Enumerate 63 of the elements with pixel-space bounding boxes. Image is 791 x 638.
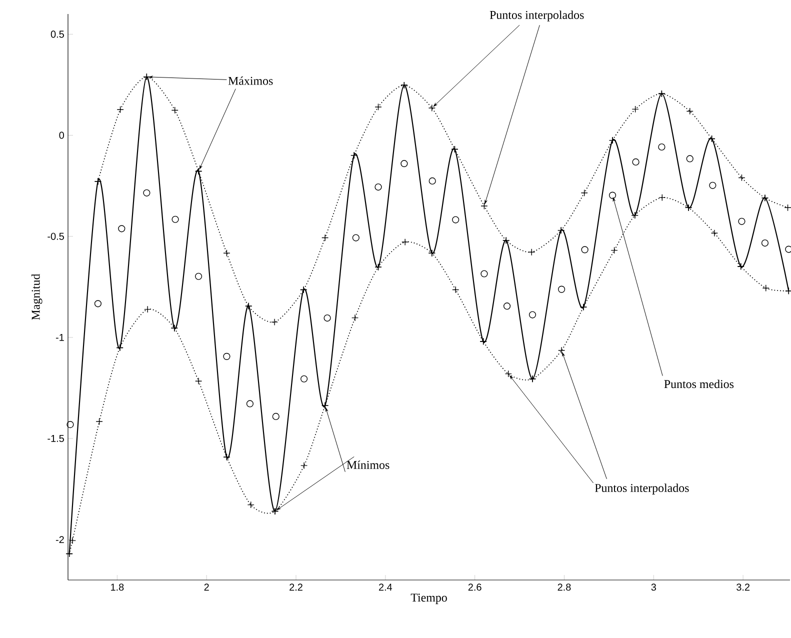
- point: [374, 183, 382, 191]
- point: [632, 158, 640, 166]
- point: [785, 246, 791, 253]
- point: [272, 412, 280, 420]
- y-tick-label: -1: [56, 334, 64, 341]
- point: [784, 204, 791, 212]
- point: [452, 286, 460, 294]
- x-axis-title: Tiempo: [410, 594, 447, 604]
- point: [96, 418, 103, 426]
- x-tick-label: 1.8: [111, 584, 124, 591]
- annotation: Máximos: [228, 76, 273, 85]
- y-tick-label: 0.5: [50, 30, 64, 38]
- point: [709, 182, 716, 189]
- annotation: Mínimos: [346, 460, 390, 469]
- point: [610, 246, 618, 254]
- x-tick-label: 2.8: [558, 584, 571, 591]
- y-tick-label: -1.5: [48, 435, 64, 442]
- point: [686, 155, 694, 162]
- annotation: Puntos interpolados: [490, 10, 584, 22]
- point: [194, 272, 202, 280]
- point: [118, 225, 126, 232]
- point: [324, 314, 331, 322]
- point: [608, 192, 616, 199]
- point: [428, 177, 436, 185]
- point: [452, 216, 460, 224]
- y-tick-label: 0: [59, 132, 64, 139]
- point: [658, 143, 666, 151]
- point: [246, 400, 254, 408]
- point: [66, 421, 74, 428]
- point: [374, 103, 382, 111]
- x-tick-label: 3: [651, 584, 656, 591]
- point: [171, 106, 178, 114]
- point: [94, 300, 102, 308]
- point: [172, 216, 179, 223]
- point: [143, 189, 150, 196]
- point: [223, 352, 230, 360]
- x-tick-label: 2.2: [290, 584, 302, 591]
- x-tick-label: 3.2: [736, 584, 750, 591]
- x-tick-label: 2: [204, 584, 209, 591]
- y-tick-label: -0.5: [48, 232, 64, 240]
- y-tick-label: -2: [56, 536, 64, 544]
- x-tick-label: 2.6: [468, 584, 482, 591]
- annotation: Puntos interpolados: [594, 484, 689, 494]
- point: [558, 286, 566, 293]
- point: [223, 250, 230, 257]
- point: [738, 218, 746, 225]
- x-tick-label: 2.4: [378, 584, 392, 591]
- point: [480, 202, 488, 210]
- point: [761, 239, 769, 247]
- point: [632, 106, 639, 113]
- point: [300, 375, 308, 382]
- point: [503, 302, 511, 310]
- point: [116, 106, 124, 114]
- annotation: Puntos medios: [664, 380, 734, 388]
- point: [738, 174, 746, 182]
- point: [352, 234, 360, 242]
- point: [480, 270, 488, 278]
- point: [686, 108, 694, 115]
- point: [581, 246, 588, 254]
- point: [528, 311, 536, 318]
- point: [400, 160, 408, 168]
- y-axis-title: Magnitud: [31, 274, 42, 320]
- point: [322, 234, 329, 242]
